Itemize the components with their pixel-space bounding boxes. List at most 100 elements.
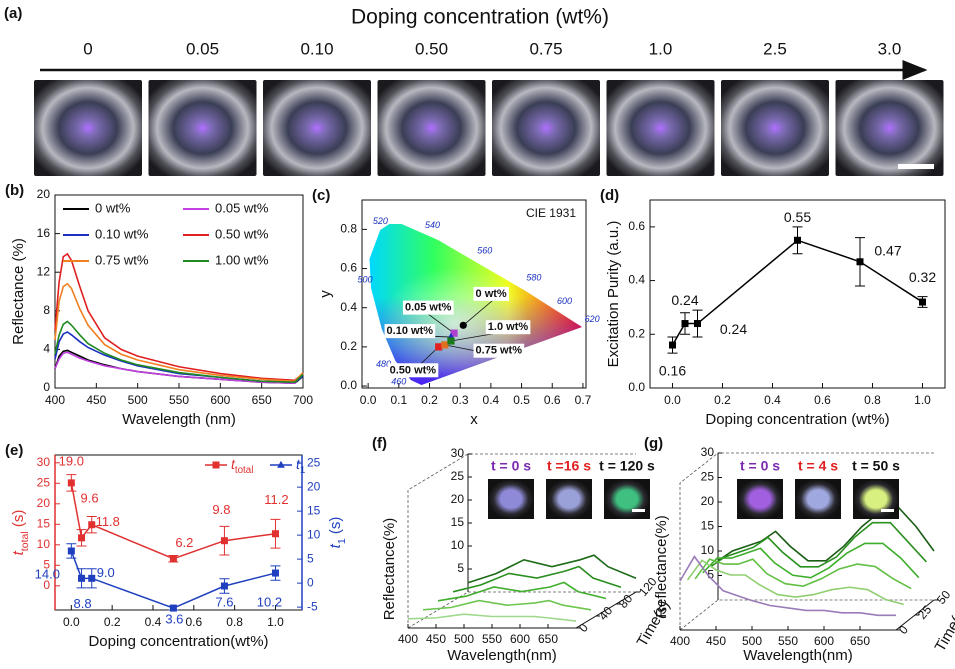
data-point [67,479,75,487]
point-label: 0.75 wt% [476,345,523,357]
y-tick-label: 30 [701,445,715,459]
legend-marker [212,461,220,469]
x-tick-label: 0.8 [226,615,243,629]
sample-photo [148,80,257,176]
point-label-box [387,363,439,378]
x-tick-label: 650 [252,393,272,407]
inset-photo [488,479,534,519]
z-tick-label: 0 [896,623,911,637]
scale-bar [881,509,894,512]
data-point [271,569,279,577]
x-tick-label: 0.0 [360,393,377,407]
y-axis-label: Reflectance (%) [10,238,27,345]
data-label: 0.32 [909,269,936,285]
panel-label: (b) [5,182,24,199]
strip-title: Doping concentration (wt%) [351,6,609,29]
concentration-label: 0.50 [415,39,448,58]
x-tick-label: 0.4 [764,393,781,407]
y2-tick-label: 0 [307,575,314,589]
panel-label: (e) [5,442,23,459]
label-leader [424,311,455,334]
plot-frame [361,199,587,389]
locus-label: 580 [526,273,541,283]
concentration-label: 0.10 [300,39,333,58]
y-tick-label: 25 [451,469,465,483]
x-axis-label: x [470,411,478,428]
legend-label: 0 wt% [95,200,131,215]
y-tick-label: 20 [37,496,51,510]
panel-label: (d) [600,187,619,204]
y-tick-label: 0.6 [628,219,645,233]
y-tick-label: 0.0 [340,378,357,392]
concentration-label: 2.5 [763,39,787,58]
inset-label: t = 50 s [852,458,900,474]
x-tick-label: 450 [86,393,106,407]
x-tick-label: 0.6 [814,393,831,407]
y-axis-label: Reflectance(%) [653,515,670,618]
label-leader [463,297,496,326]
cie-point [450,329,458,337]
y-tick-label: 30 [37,455,51,469]
locus-label: 560 [477,245,492,255]
data-point [669,341,676,349]
inset-label: t = 4 s [798,458,838,474]
x-axis-label: Doping concentration(wt%) [88,633,268,650]
x-tick-label: 400 [670,634,690,648]
y-tick-label: 0.0 [628,380,645,394]
point-label: 0.05 wt% [405,302,452,314]
spectrum-curve [679,555,896,617]
x-tick-label: 550 [169,393,189,407]
x-tick-label: 500 [742,634,762,648]
x-tick-label: 550 [482,632,502,646]
y-axis-label: Reflectance(%) [381,518,398,621]
y2-tick-label: 10 [307,527,321,541]
data-label: 0.55 [784,209,811,225]
point-label-box [473,343,525,358]
y-tick-label: 20 [451,492,465,506]
spectrum-line [54,331,304,384]
x-tick-label: 0.1 [390,393,407,407]
data-label: 0.16 [659,363,686,379]
sample-photo [34,80,142,176]
y-tick-label: 5 [43,557,50,571]
x-tick-label: 1.0 [914,393,931,407]
panel-label: (f) [372,435,387,452]
scale-bar [632,509,645,512]
spectrum-line [54,351,304,384]
spectrum-line [54,282,304,383]
y-axis-label: Excitation Purity (a.u.) [605,221,622,368]
legend-label: ttotal [231,456,253,476]
inset-photo [853,479,899,519]
concentration-label: 3.0 [878,39,902,58]
y-tick-label: 0.2 [628,326,645,340]
legend-label: 0.50 wt% [215,226,269,241]
y-tick-label: 0.8 [340,222,357,236]
data-label: 0.24 [720,321,747,337]
x-axis-label: Wavelength(nm) [447,647,556,664]
x-tick-label: 1.0 [267,615,284,629]
x-tick-label: 0.4 [483,393,500,407]
sample-photo [492,80,600,176]
y2-tick-label: 5 [307,551,314,565]
point-annotation: 8.8 [73,596,91,611]
sample-photo [377,80,486,176]
inset-photo [546,479,592,519]
legend-label: 0.05 wt% [215,200,269,215]
x-tick-label: 450 [706,634,726,648]
scale-bar [898,164,934,169]
z-axis-label: Time(s) [932,603,955,655]
x-tick-label: 0.7 [575,393,592,407]
x-tick-label: 0.2 [714,393,731,407]
point-label: 1.0 wt% [488,321,529,333]
y-tick-label: 8 [43,303,50,317]
x-tick-label: 700 [293,393,313,407]
point-annotation: 10.2 [257,594,282,609]
purity-line [671,239,923,346]
x-tick-label: 600 [210,393,230,407]
inset-label: t = 120 s [599,458,655,474]
x-tick-label: 400 [398,632,418,646]
locus-label: 620 [585,314,600,324]
z-tick-label: 25 [915,602,935,621]
y-tick-label: 10 [451,538,465,552]
spectrum-curve [694,558,912,590]
